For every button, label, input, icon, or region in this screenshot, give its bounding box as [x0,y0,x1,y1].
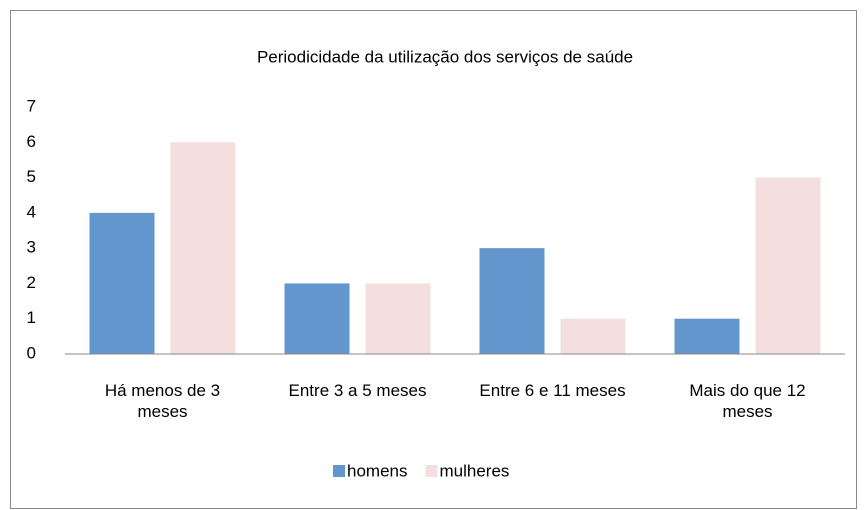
legend-swatch [425,465,438,477]
y-tick-label: 2 [27,273,36,292]
y-tick-label: 1 [27,308,36,327]
legend-swatch [333,465,345,477]
bar [170,142,236,354]
y-tick-label: 6 [27,132,36,151]
legend-label: homens [347,461,407,480]
legend-label: mulheres [439,461,509,480]
y-tick-label: 5 [27,167,36,186]
y-tick-label: 4 [27,202,36,221]
x-tick-label: Há menos de 3 meses [104,381,221,421]
y-tick-label: 7 [27,96,36,115]
bar [674,318,740,354]
x-tick-label: Mais do que 12 meses [689,381,806,421]
x-tick-label: Entre 6 e 11 meses [479,381,626,400]
chart-title: Periodicidade da utilização dos serviços… [257,47,633,66]
y-tick-label: 0 [27,343,36,362]
bar [479,248,545,354]
y-tick-label: 3 [27,238,36,257]
bar [755,177,821,354]
bar [365,283,431,354]
x-tick-label: Entre 3 a 5 meses [288,381,427,400]
bar [284,283,350,354]
bar [560,318,626,354]
bar [89,212,155,354]
chart-frame [10,10,857,509]
